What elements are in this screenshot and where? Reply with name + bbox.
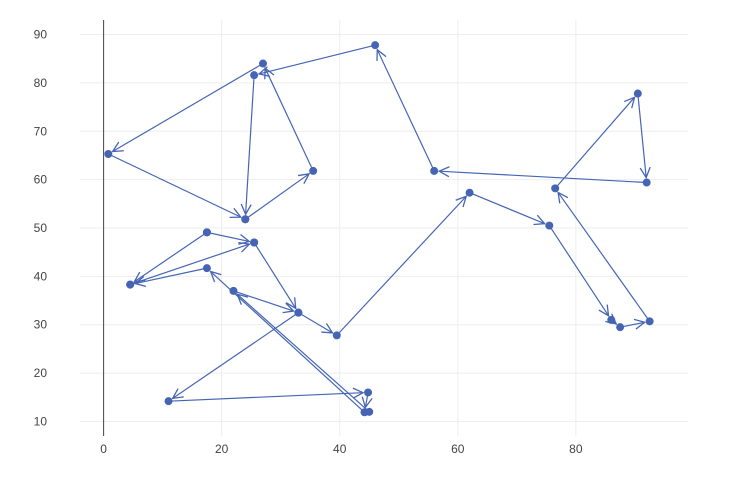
y-tick-label: 30 (34, 318, 48, 332)
data-point[interactable] (294, 308, 303, 317)
data-point[interactable] (633, 89, 642, 98)
arrow-segment (554, 97, 634, 189)
arrow-segment (134, 231, 208, 281)
y-tick-label: 50 (34, 221, 48, 235)
arrow-segment (246, 75, 255, 214)
data-point[interactable] (250, 238, 259, 247)
arrow-segment (377, 50, 435, 172)
data-point[interactable] (250, 71, 259, 80)
data-point[interactable] (164, 397, 173, 406)
data-point[interactable] (607, 315, 616, 324)
arrow-segment (211, 272, 365, 413)
arrow-segment (233, 290, 293, 311)
arrow-segment (244, 174, 309, 220)
grid (80, 20, 688, 436)
data-point[interactable] (551, 184, 560, 193)
data-point[interactable] (545, 221, 554, 230)
series-lines (108, 44, 651, 413)
data-point[interactable] (465, 188, 474, 197)
axes: 0 20 40 60 80 10 20 30 40 50 60 70 80 90 (34, 20, 583, 456)
y-tick-label: 20 (34, 366, 48, 380)
data-point[interactable] (360, 408, 369, 417)
data-point[interactable] (258, 59, 267, 68)
data-point[interactable] (332, 331, 341, 340)
y-tick-label: 40 (34, 269, 48, 283)
arrow-segment (206, 231, 249, 241)
y-tick-label: 10 (34, 414, 48, 428)
data-point[interactable] (430, 166, 439, 175)
y-tick-label: 80 (34, 76, 48, 90)
data-point[interactable] (309, 166, 318, 175)
arrow-segment (620, 322, 645, 327)
data-point[interactable] (642, 178, 651, 187)
y-tick-label: 70 (34, 124, 48, 138)
arrow-segment (108, 153, 240, 217)
arrow-segment (237, 294, 370, 413)
series-points (104, 41, 654, 417)
x-tick-label: 80 (569, 442, 583, 456)
arrow-segment (637, 93, 646, 178)
data-point[interactable] (371, 41, 380, 50)
arrow-segment (558, 192, 651, 322)
arrow-segment (439, 171, 647, 184)
data-point[interactable] (364, 388, 373, 397)
y-tick-label: 60 (34, 173, 48, 187)
arrow-segment (336, 196, 466, 336)
arrow-segment (259, 44, 376, 74)
y-tick-label: 90 (34, 28, 48, 42)
arrow-segment (173, 312, 299, 399)
data-point[interactable] (645, 317, 654, 326)
arrow-segment (129, 244, 249, 286)
arrow-segment (548, 225, 608, 316)
data-point[interactable] (229, 286, 238, 295)
arrow-segment (113, 63, 264, 152)
x-tick-label: 20 (215, 442, 229, 456)
arrow-segment (253, 242, 296, 309)
arrow-segment (298, 312, 332, 333)
data-point[interactable] (126, 280, 135, 289)
arrow-segment (469, 192, 545, 224)
data-point[interactable] (241, 215, 250, 224)
data-point[interactable] (104, 149, 113, 158)
arrow-segment (135, 267, 208, 283)
data-point[interactable] (202, 228, 211, 237)
x-tick-label: 40 (333, 442, 347, 456)
x-tick-label: 60 (451, 442, 465, 456)
data-point[interactable] (616, 323, 625, 332)
data-point[interactable] (202, 264, 211, 273)
arrow-segment (265, 68, 314, 172)
x-tick-label: 0 (100, 442, 107, 456)
arrow-segment (168, 393, 364, 402)
